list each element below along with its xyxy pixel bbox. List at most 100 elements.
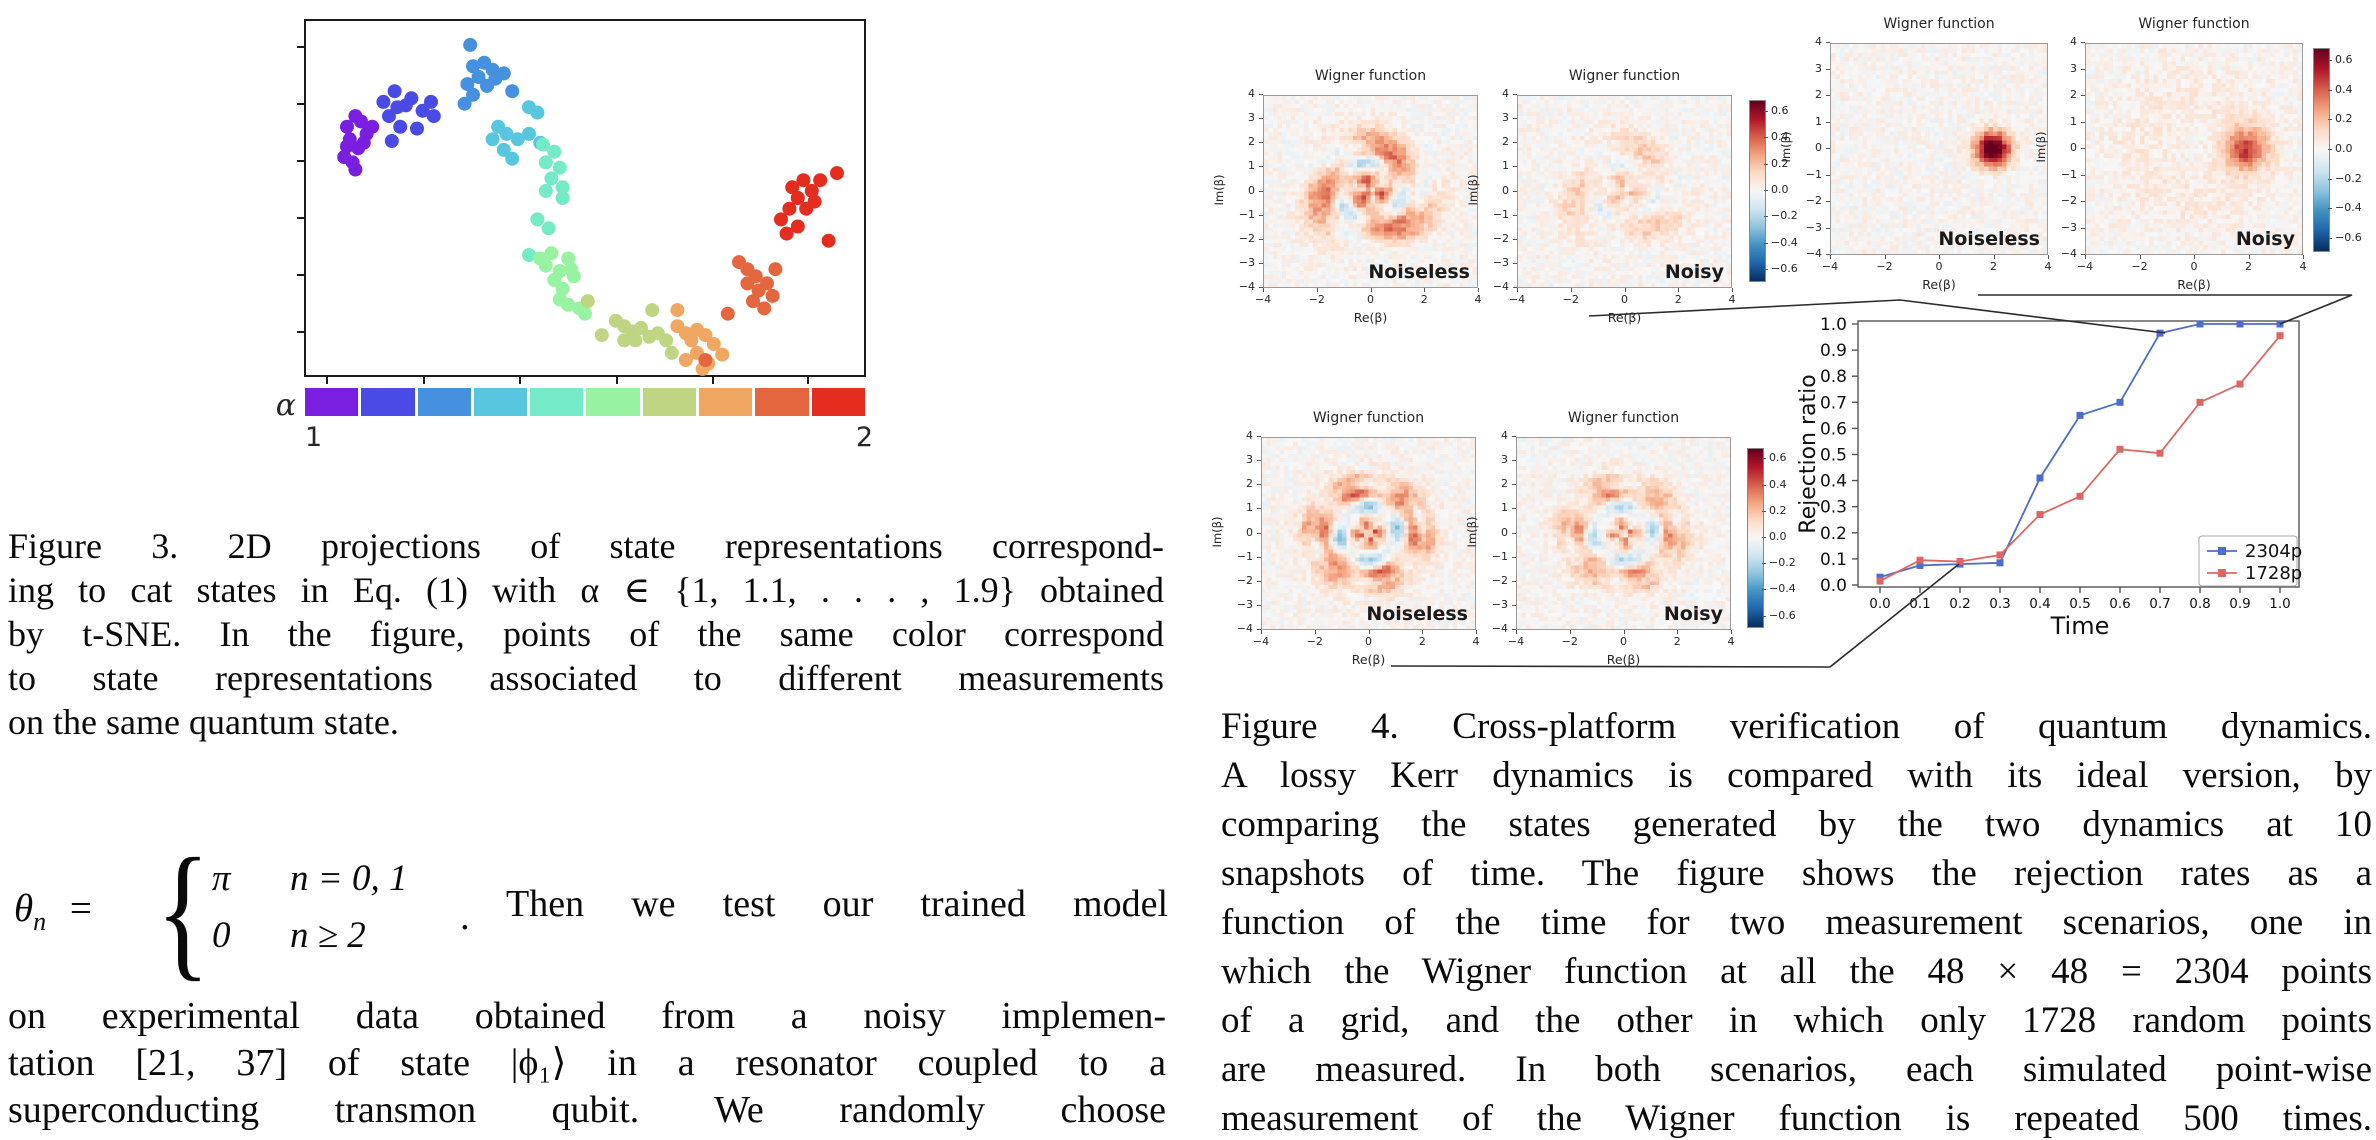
tsne-point (354, 114, 368, 129)
y-tick-label: 4 (1501, 429, 1508, 442)
tsne-point (382, 109, 396, 124)
case1-value: π (212, 858, 231, 899)
wigner-variant-tag: Noisy (1664, 261, 1724, 283)
y-tick-mark (1826, 227, 1830, 229)
y-tick-label: 0 (1248, 183, 1255, 197)
tsne-point (774, 212, 788, 227)
svg-text:0.2: 0.2 (1949, 596, 1970, 612)
svg-text:0.3: 0.3 (1989, 596, 2010, 612)
colorbar-gradient (1748, 449, 1763, 627)
colorbar-tick-1: 1 (305, 422, 323, 453)
figure3-caption: Figure 3. 2D projections of state repres… (8, 524, 1164, 744)
marker-2304p (1996, 559, 2004, 567)
y-tick-label: −2 (1238, 231, 1255, 245)
x-tick-mark (1424, 288, 1425, 292)
y-tick-label: −4 (1492, 280, 1509, 293)
colorbar-alpha-label: α (275, 388, 296, 423)
wigner-xlabel: Re(β) (1353, 310, 1388, 325)
tsne-point (376, 94, 391, 109)
colorbar-segment (530, 388, 584, 416)
y-tick-mark (1513, 190, 1517, 192)
y-tick-mark (1513, 287, 1517, 288)
tsne-point (580, 294, 595, 309)
y-tick-mark (1259, 287, 1263, 288)
x-tick-label: 0 (1367, 293, 1374, 306)
y-tick-label: 1 (1248, 159, 1255, 173)
colorbar-tick-label: 0.0 (1771, 183, 1789, 196)
wigner-xlabel: Re(β) (2177, 277, 2211, 292)
x-tick-mark (2303, 255, 2304, 259)
y-tick-label: 4 (1248, 87, 1255, 100)
x-tick-mark (1315, 630, 1316, 634)
colorbar-tick-label: 0.2 (1771, 156, 1789, 170)
marker-1728p (1876, 577, 1884, 585)
tsne-point (426, 109, 441, 124)
tsne-point (496, 66, 511, 81)
y-tick-label: −1 (1805, 167, 1822, 181)
tsne-point (547, 272, 562, 287)
tsne-point (807, 194, 822, 209)
y-tick-mark (1259, 94, 1263, 95)
y-tick-label: −1 (2060, 167, 2077, 181)
colorbar-segment (417, 388, 471, 416)
tsne-point (617, 333, 632, 348)
tsne-point (390, 100, 405, 115)
caption-line: A lossy Kerr dynamics is compared with i… (1221, 755, 2372, 796)
y-tick-label: −4 (2060, 247, 2077, 260)
colorbar-tick-mark (1762, 510, 1766, 512)
tsne-point (510, 132, 525, 147)
wigner-title: Wigner function (1568, 68, 1681, 84)
y-tick-mark (2081, 68, 2085, 70)
colorbar-tick-mark (1762, 615, 1766, 617)
y-tick-mark (1512, 508, 1516, 510)
caption-line: which the Wigner function at all the 48 … (1221, 951, 2372, 992)
y-tick-label: 4 (2070, 35, 2077, 48)
svg-text:0.5: 0.5 (2069, 596, 2090, 612)
wigner-ylabel: Im(β) (2034, 131, 2048, 163)
y-tick-mark (1259, 214, 1263, 216)
y-tick-mark (1826, 201, 1830, 202)
y-tick-mark (1513, 214, 1517, 216)
x-tick-label: −4 (1254, 293, 1272, 306)
y-tick-label: 0 (2070, 141, 2077, 154)
svg-text:0.8: 0.8 (1820, 367, 1847, 387)
x-tick-label: −4 (1508, 293, 1526, 306)
colorbar-tick-mark (1764, 110, 1768, 112)
svg-text:0.9: 0.9 (2229, 596, 2250, 612)
tsne-point (659, 333, 674, 348)
tsne-point (782, 201, 797, 216)
subscript-n: n (33, 906, 47, 936)
caption-line: function of the time for two measurement… (1221, 902, 2372, 943)
colorbar-tick-label: 0.4 (1769, 477, 1787, 491)
y-tick-label: −1 (1492, 207, 1509, 221)
tsne-point (340, 139, 354, 154)
colorbar-segment (473, 388, 528, 416)
tsne-point (505, 151, 520, 166)
tsne-point (564, 262, 578, 277)
colorbar-segment (642, 388, 697, 416)
wigner-plot: Noiseless (1830, 43, 2048, 255)
x-tick-label: 0 (1935, 260, 1943, 273)
tsne-point (804, 183, 819, 198)
y-tick-mark (1513, 142, 1517, 144)
wigner-title: Wigner function (1312, 410, 1425, 426)
x-tick-mark (1625, 288, 1626, 292)
wigner-xlabel: Re(β) (1922, 277, 1956, 292)
x-tick-label: 0 (1621, 293, 1628, 306)
colorbar-tick-mark (1764, 137, 1768, 139)
y-tick-label: 0 (1815, 141, 1822, 154)
tsne-scatter-plot (297, 19, 866, 384)
y-tick-label: −3 (1491, 597, 1508, 611)
y-tick-mark (1259, 166, 1263, 168)
tsne-point (706, 337, 721, 351)
y-tick-mark (2081, 121, 2085, 123)
tsne-point (393, 119, 408, 134)
y-tick-label: 4 (1815, 35, 1822, 48)
colorbar-tick-mark (1762, 563, 1766, 565)
y-tick-label: 3 (1501, 453, 1508, 467)
figure4-caption: Figure 4. Cross-platform verification of… (1221, 702, 2372, 1140)
x-tick-label: 2 (1674, 293, 1682, 306)
tsne-point (684, 333, 699, 348)
marker-1728p (2076, 492, 2084, 500)
colorbar-tick-label: −0.6 (2335, 231, 2362, 245)
